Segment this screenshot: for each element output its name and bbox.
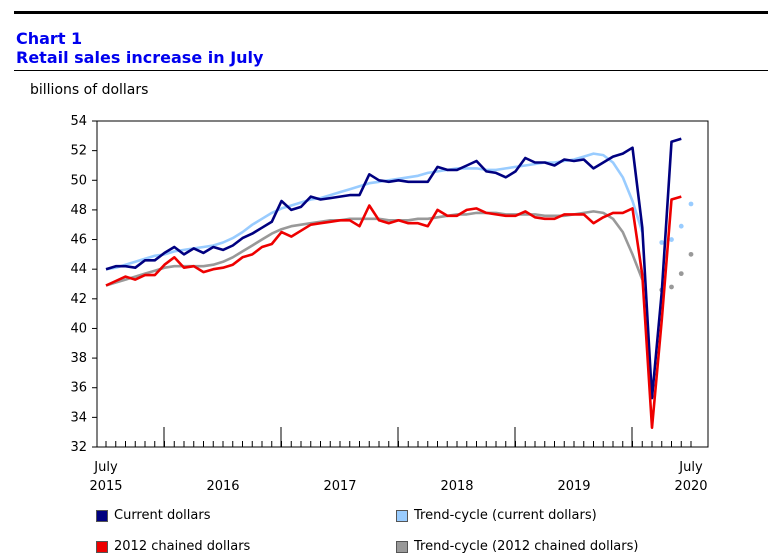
y-tick-label: 40	[70, 321, 87, 336]
series-dot-1	[688, 201, 694, 207]
top-rule	[14, 11, 768, 14]
series-dot-1	[659, 240, 665, 245]
legend-item: 2012 chained dollars	[96, 539, 250, 554]
x-tick-label-month: July	[93, 460, 118, 475]
legend-label: 2012 chained dollars	[114, 539, 251, 554]
chart-title: Retail sales increase in July	[16, 48, 264, 67]
plot-frame	[96, 120, 709, 448]
series-dot-3	[669, 284, 674, 290]
y-tick-label: 44	[70, 262, 87, 277]
x-tick-label-month: July	[678, 460, 703, 475]
series-dot-1	[678, 223, 684, 229]
legend-swatch	[96, 509, 108, 522]
y-tick-label: 32	[70, 440, 87, 455]
y-tick-label: 42	[70, 292, 87, 307]
legend-label: Trend-cycle (2012 chained dollars)	[414, 539, 639, 554]
y-axis-label: billions of dollars	[30, 82, 149, 98]
series-line-0	[105, 137, 682, 400]
chart-number: Chart 1	[16, 29, 83, 48]
legend-item: Trend-cycle (2012 chained dollars)	[396, 539, 638, 554]
legend-label: Current dollars	[114, 508, 211, 523]
x-tick-label-year: 2020	[674, 479, 707, 494]
line-chart: 32 34 36 38 40 42 44 46 48 50 52 54 July 2015 2016 2017…	[70, 114, 709, 494]
series-dot-3	[678, 271, 684, 277]
y-tick-label: 54	[70, 114, 87, 129]
x-tick-label-year: 2017	[323, 479, 356, 494]
legend-label: Trend-cycle (current dollars)	[414, 508, 597, 523]
x-tick-label-year: 2019	[557, 479, 590, 494]
y-tick-label: 36	[70, 381, 87, 396]
legend-swatch	[396, 509, 408, 522]
x-tick-label-year: 2018	[440, 479, 473, 494]
y-tick-label: 38	[70, 351, 87, 366]
y-tick-label: 48	[70, 203, 87, 218]
legend-swatch	[396, 540, 408, 553]
x-tick-label-year: 2015	[89, 479, 122, 494]
series-dot-3	[688, 251, 694, 257]
legend-item: Trend-cycle (current dollars)	[396, 508, 597, 523]
y-tick-label: 52	[70, 144, 87, 159]
title-rule	[14, 70, 768, 71]
series-line-2	[105, 195, 682, 430]
legend-item: Current dollars	[96, 508, 210, 523]
y-tick-label: 34	[70, 410, 87, 425]
y-tick-label: 50	[70, 173, 87, 188]
y-tick-label: 46	[70, 233, 87, 248]
x-tick-label-year: 2016	[206, 479, 239, 494]
series-dot-1	[669, 237, 674, 242]
legend-swatch	[96, 540, 108, 553]
